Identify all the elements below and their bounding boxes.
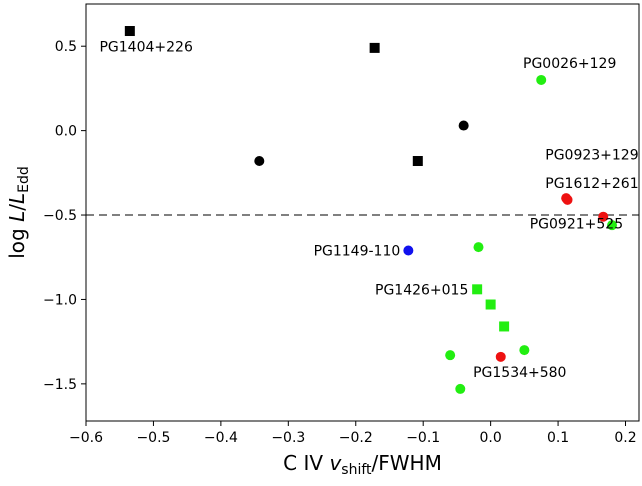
plot-frame <box>85 3 640 422</box>
data-point-circle <box>495 351 506 362</box>
x-axis-title-sub: shift <box>341 462 372 478</box>
point-annotation: PG1534+580 <box>473 365 566 381</box>
data-point-square <box>472 284 483 295</box>
data-point-square <box>124 26 135 37</box>
x-tick-label: 0.1 <box>547 430 569 446</box>
x-tick-label: −0.2 <box>339 430 373 446</box>
y-axis-title-sep: / <box>5 204 29 211</box>
data-point-square <box>369 42 380 53</box>
point-annotation: PG1149-110 <box>314 244 401 260</box>
y-axis-title-main: log <box>5 222 29 259</box>
y-axis-title-sub: Edd <box>16 166 32 193</box>
point-annotation: PG1404+226 <box>99 39 192 55</box>
data-point-circle <box>254 156 265 167</box>
x-axis-title-tail: /FWHM <box>372 451 442 475</box>
x-tick-label: −0.4 <box>204 430 238 446</box>
point-annotation: PG1426+015 <box>375 282 468 298</box>
x-tick-label: 0.2 <box>614 430 636 446</box>
x-tick-label: −0.1 <box>406 430 440 446</box>
data-point-circle <box>458 120 469 131</box>
data-point-circle <box>607 220 618 231</box>
y-tick-label: −1.5 <box>43 377 77 393</box>
x-axis-title: C IV vshift/FWHM <box>283 451 442 478</box>
data-point-square <box>485 299 496 310</box>
point-annotation: PG0921+525 <box>530 217 623 233</box>
x-tick-label: −0.5 <box>136 430 170 446</box>
data-point-circle <box>445 350 456 361</box>
data-point-circle <box>473 242 484 253</box>
x-tick-label: −0.3 <box>271 430 305 446</box>
x-axis-title-var: v <box>329 451 342 475</box>
x-tick-label: 0.0 <box>480 430 502 446</box>
y-axis-title-var2: L <box>5 193 29 204</box>
point-annotation: PG0923+129 <box>545 147 638 163</box>
x-tick-label: −0.6 <box>69 430 103 446</box>
y-axis-title: log L/LEdd <box>5 166 32 259</box>
point-annotation: PG1612+261 <box>545 176 638 192</box>
data-point-square <box>499 321 510 332</box>
data-point-circle <box>455 383 466 394</box>
data-point-square <box>412 156 423 167</box>
x-axis-title-main: C IV <box>283 451 329 475</box>
point-annotation: PG0026+129 <box>523 56 616 72</box>
data-point-circle <box>403 245 414 256</box>
y-axis-title-var: L <box>5 211 29 222</box>
data-point-circle <box>598 211 609 222</box>
y-tick-label: −1.0 <box>43 292 77 308</box>
y-tick-label: −0.5 <box>43 208 77 224</box>
data-point-circle <box>519 345 530 356</box>
data-point-circle <box>536 74 547 85</box>
y-tick-label: 0.0 <box>55 124 77 140</box>
y-tick-label: 0.5 <box>55 39 77 55</box>
data-point-circle <box>562 194 573 205</box>
